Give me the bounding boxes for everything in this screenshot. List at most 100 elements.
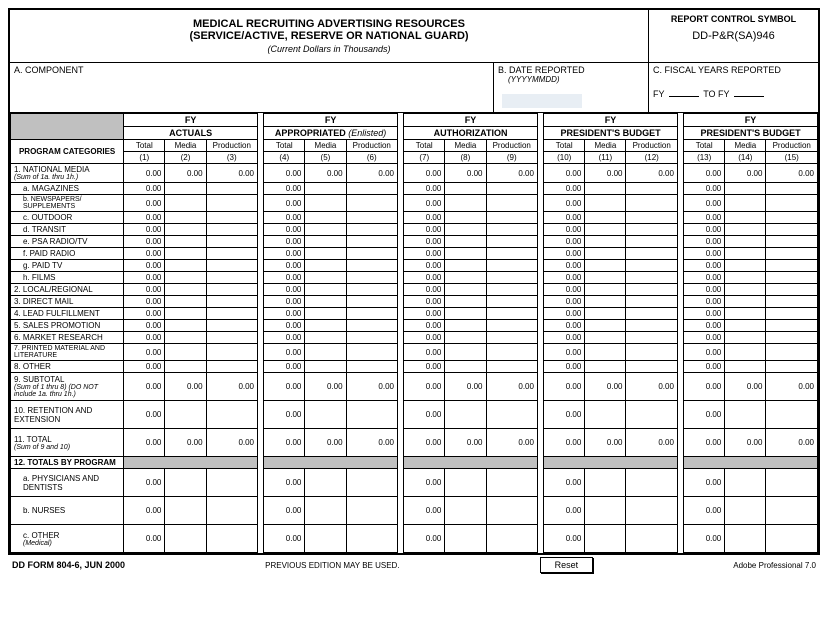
cell-media[interactable] <box>585 224 626 236</box>
cell-media[interactable] <box>585 332 626 344</box>
cell-total[interactable]: 0.00 <box>404 344 445 361</box>
cell-media[interactable]: 0.00 <box>165 373 206 401</box>
reset-button[interactable]: Reset <box>540 557 594 573</box>
cell-production[interactable] <box>626 344 677 361</box>
cell-total[interactable]: 0.00 <box>684 236 725 248</box>
cell-total[interactable]: 0.00 <box>404 195 445 212</box>
cell-total[interactable]: 0.00 <box>404 248 445 260</box>
cell-media[interactable] <box>165 195 206 212</box>
cell-total[interactable]: 0.00 <box>124 212 165 224</box>
cell-media[interactable] <box>725 212 766 224</box>
cell-total[interactable]: 0.00 <box>544 320 585 332</box>
cell-total[interactable]: 0.00 <box>404 525 445 553</box>
cell-production[interactable] <box>346 308 397 320</box>
cell-production[interactable]: 0.00 <box>766 429 818 457</box>
cell-media[interactable] <box>725 272 766 284</box>
cell-media[interactable] <box>725 248 766 260</box>
cell-media[interactable] <box>585 272 626 284</box>
cell-production[interactable] <box>346 296 397 308</box>
cell-media[interactable] <box>445 248 486 260</box>
cell-media[interactable]: 0.00 <box>445 373 486 401</box>
cell-production[interactable] <box>486 248 537 260</box>
cell-total[interactable]: 0.00 <box>544 195 585 212</box>
cell-production[interactable] <box>626 401 677 429</box>
cell-media[interactable] <box>305 401 346 429</box>
cell-total[interactable]: 0.00 <box>124 497 165 525</box>
cell-media[interactable] <box>445 260 486 272</box>
cell-total[interactable]: 0.00 <box>124 164 165 183</box>
cell-total[interactable]: 0.00 <box>684 497 725 525</box>
cell-media[interactable] <box>165 236 206 248</box>
cell-media[interactable] <box>165 497 206 525</box>
cell-total[interactable]: 0.00 <box>264 224 305 236</box>
cell-total[interactable]: 0.00 <box>264 236 305 248</box>
cell-total[interactable]: 0.00 <box>684 525 725 553</box>
cell-total[interactable]: 0.00 <box>124 284 165 296</box>
cell-production[interactable] <box>206 236 257 248</box>
cell-total[interactable]: 0.00 <box>684 469 725 497</box>
cell-production[interactable]: 0.00 <box>626 429 677 457</box>
cell-media[interactable]: 0.00 <box>305 373 346 401</box>
cell-total[interactable]: 0.00 <box>264 248 305 260</box>
cell-total[interactable]: 0.00 <box>684 224 725 236</box>
cell-production[interactable]: 0.00 <box>346 373 397 401</box>
fy-to-input[interactable] <box>734 96 764 97</box>
cell-production[interactable] <box>486 469 537 497</box>
cell-total[interactable]: 0.00 <box>404 373 445 401</box>
cell-production[interactable] <box>766 183 818 195</box>
cell-production[interactable] <box>766 361 818 373</box>
cell-total[interactable]: 0.00 <box>264 195 305 212</box>
cell-total[interactable]: 0.00 <box>124 373 165 401</box>
cell-media[interactable] <box>585 401 626 429</box>
cell-total[interactable]: 0.00 <box>684 361 725 373</box>
cell-media[interactable] <box>305 260 346 272</box>
cell-media[interactable] <box>305 469 346 497</box>
cell-media[interactable] <box>585 236 626 248</box>
cell-total[interactable]: 0.00 <box>544 224 585 236</box>
cell-total[interactable]: 0.00 <box>544 525 585 553</box>
cell-production[interactable] <box>346 497 397 525</box>
cell-total[interactable]: 0.00 <box>684 344 725 361</box>
cell-total[interactable]: 0.00 <box>124 344 165 361</box>
cell-media[interactable] <box>585 195 626 212</box>
cell-total[interactable]: 0.00 <box>264 164 305 183</box>
cell-production[interactable] <box>626 296 677 308</box>
cell-total[interactable]: 0.00 <box>124 236 165 248</box>
cell-production[interactable] <box>486 236 537 248</box>
cell-production[interactable] <box>346 361 397 373</box>
cell-total[interactable]: 0.00 <box>544 236 585 248</box>
cell-total[interactable]: 0.00 <box>404 497 445 525</box>
cell-total[interactable]: 0.00 <box>124 525 165 553</box>
cell-total[interactable]: 0.00 <box>124 260 165 272</box>
cell-total[interactable]: 0.00 <box>124 272 165 284</box>
cell-production[interactable] <box>626 497 677 525</box>
cell-production[interactable] <box>486 284 537 296</box>
cell-media[interactable] <box>305 332 346 344</box>
cell-media[interactable] <box>445 224 486 236</box>
cell-total[interactable]: 0.00 <box>404 164 445 183</box>
cell-media[interactable] <box>305 296 346 308</box>
cell-production[interactable] <box>626 236 677 248</box>
cell-media[interactable] <box>725 361 766 373</box>
cell-media[interactable] <box>165 224 206 236</box>
cell-total[interactable]: 0.00 <box>124 429 165 457</box>
cell-total[interactable]: 0.00 <box>124 332 165 344</box>
cell-total[interactable]: 0.00 <box>264 272 305 284</box>
cell-production[interactable] <box>486 296 537 308</box>
cell-production[interactable] <box>346 320 397 332</box>
cell-production[interactable]: 0.00 <box>626 373 677 401</box>
cell-media[interactable] <box>165 344 206 361</box>
cell-media[interactable] <box>305 344 346 361</box>
cell-production[interactable]: 0.00 <box>206 429 257 457</box>
cell-production[interactable] <box>766 401 818 429</box>
cell-media[interactable] <box>165 320 206 332</box>
cell-total[interactable]: 0.00 <box>124 308 165 320</box>
cell-media[interactable]: 0.00 <box>585 164 626 183</box>
cell-media[interactable] <box>305 308 346 320</box>
cell-total[interactable]: 0.00 <box>404 308 445 320</box>
cell-media[interactable] <box>725 224 766 236</box>
cell-media[interactable] <box>305 284 346 296</box>
cell-total[interactable]: 0.00 <box>264 344 305 361</box>
cell-production[interactable] <box>346 248 397 260</box>
cell-media[interactable] <box>445 296 486 308</box>
